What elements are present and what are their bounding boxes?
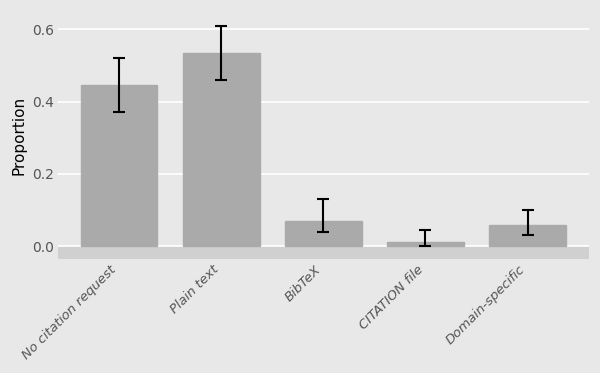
Bar <box>58 246 589 259</box>
Bar <box>81 85 157 246</box>
Y-axis label: Proportion: Proportion <box>11 95 26 175</box>
Bar <box>183 53 260 246</box>
Bar <box>490 225 566 246</box>
Bar <box>285 221 362 246</box>
Bar <box>387 242 464 246</box>
